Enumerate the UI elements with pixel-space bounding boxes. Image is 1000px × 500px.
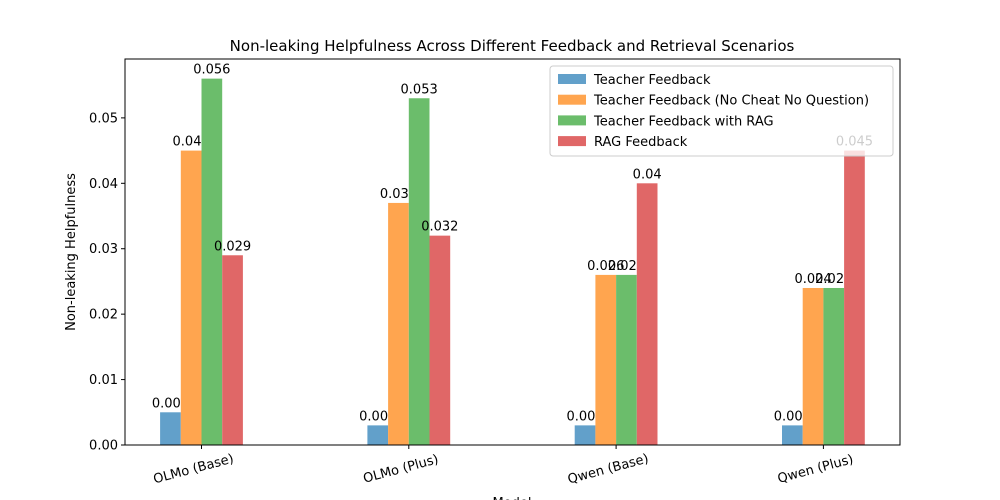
chart-title: Non-leaking Helpfulness Across Different… (230, 37, 795, 55)
legend: Teacher Feedback Teacher Feedback (No Che… (549, 65, 894, 157)
legend-label: Teacher Feedback with RAG (593, 114, 774, 129)
y-axis-label: Non-leaking Helpfulness (64, 173, 79, 331)
legend-label: Teacher Feedback (593, 73, 711, 88)
bar (616, 274, 637, 445)
x-tick-label: OLMo (Plus) (362, 452, 441, 487)
value-label: 0.024 (794, 272, 831, 287)
bar (802, 287, 824, 445)
value-label: 0.026 (608, 259, 645, 274)
x-tick-label: OLMo (Base) (152, 452, 236, 488)
value-label: 0.003 (774, 409, 811, 424)
value-label: 0.003 (359, 409, 396, 424)
x-axis-label: Model (492, 496, 531, 500)
bar (823, 287, 845, 445)
y-tick-label: 0.05 (89, 111, 118, 126)
value-label: 0.053 (401, 82, 438, 97)
bar (180, 150, 202, 446)
bar (408, 98, 430, 445)
value-label: 0.045 (173, 135, 210, 150)
value-label: 0.056 (193, 63, 230, 78)
y-tick-label: 0.00 (89, 439, 118, 454)
value-label: 0.003 (566, 409, 603, 424)
bar (367, 425, 389, 445)
legend-swatch (558, 136, 586, 147)
value-label: 0.032 (421, 220, 458, 235)
bar (388, 202, 409, 445)
x-tick-label: Qwen (Plus) (776, 452, 855, 487)
y-tick-label: 0.04 (89, 177, 118, 192)
plot-frame (124, 58, 901, 446)
bar (844, 150, 865, 446)
y-tick-label: 0.02 (89, 308, 118, 323)
legend-swatch (558, 94, 586, 105)
legend-box (549, 65, 894, 157)
value-label: 0.037 (380, 187, 417, 202)
bar (160, 412, 181, 445)
y-tick-label: 0.03 (89, 242, 118, 257)
bar (201, 78, 223, 445)
x-tick-label: Qwen (Base) (566, 451, 650, 487)
y-tick-label: 0.01 (89, 373, 118, 388)
value-label: 0.026 (587, 259, 624, 274)
bar (222, 255, 243, 445)
value-label: 0.005 (152, 396, 189, 411)
bar (636, 183, 658, 445)
legend-swatch (558, 74, 586, 84)
legend-label: RAG Feedback (594, 135, 688, 150)
value-label: 0.04 (633, 167, 662, 182)
legend-swatch (558, 115, 586, 126)
bar (574, 425, 596, 445)
bar (782, 425, 803, 445)
bar (595, 274, 617, 445)
value-label: 0.024 (815, 272, 852, 287)
bar (429, 235, 451, 445)
legend-label: Teacher Feedback (No Cheat No Question) (593, 94, 869, 109)
value-label: 0.029 (214, 239, 251, 254)
